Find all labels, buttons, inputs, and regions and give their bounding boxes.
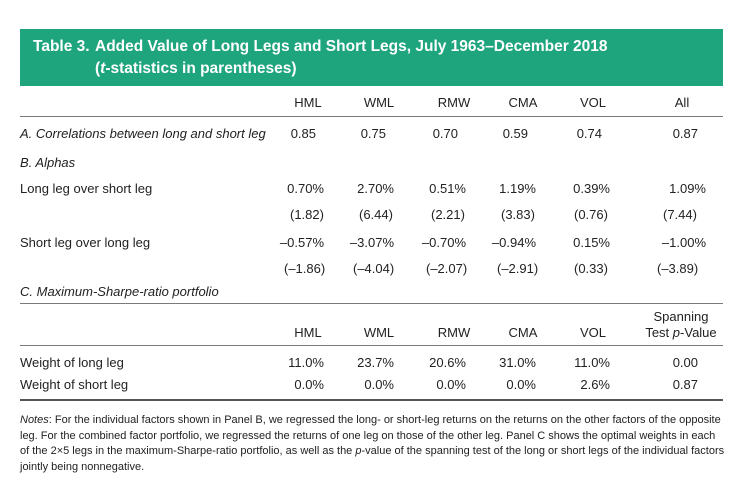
weight-long-rmw: 20.6%	[429, 355, 466, 370]
alpha-short-all: –1.00%	[661, 235, 706, 250]
t-statistic-symbol: t	[100, 60, 106, 77]
alpha-long-cma: 1.19%	[499, 181, 536, 196]
row-label-long-over-short: Long leg over short leg	[20, 181, 153, 196]
table-subtitle: (t-statistics in parentheses)	[95, 60, 297, 77]
corr-cma: 0.59	[502, 126, 528, 141]
panel-c-header-rule	[20, 345, 723, 346]
table-title-text: Added Value of Long Legs and Short Legs,…	[95, 38, 608, 55]
panel-c-header-wml: WML	[363, 325, 395, 340]
table-bottom-rule	[20, 399, 723, 401]
weight-long-cma: 31.0%	[499, 355, 536, 370]
panel-c-label: C. Maximum-Sharpe-ratio portfolio	[20, 284, 219, 299]
row-label-short-over-long: Short leg over long leg	[20, 235, 151, 250]
alpha-long-hml: 0.70%	[287, 181, 324, 196]
corr-all: 0.87	[672, 126, 698, 141]
column-header-cma: CMA	[508, 95, 538, 110]
weight-short-cma: 0.0%	[506, 377, 536, 392]
tstat-short-rmw: (–2.07)	[426, 261, 468, 276]
weight-long-wml: 23.7%	[357, 355, 394, 370]
header-rule	[20, 116, 723, 117]
tstat-short-wml: (–4.04)	[353, 261, 395, 276]
tstat-long-hml: (1.82)	[290, 207, 324, 222]
panel-c-header-rmw: RMW	[437, 325, 471, 340]
tstat-short-hml: (–1.86)	[284, 261, 326, 276]
alpha-short-hml: –0.57%	[279, 235, 324, 250]
p-symbol: p	[672, 325, 681, 340]
spanning-p-short: 0.87	[672, 377, 698, 392]
table-title-banner: Table 3. Added Value of Long Legs and Sho…	[20, 29, 723, 86]
tstat-short-vol: (0.33)	[574, 261, 608, 276]
column-header-hml: HML	[294, 95, 322, 110]
tstat-short-cma: (–2.91)	[497, 261, 539, 276]
panel-c-header-spanning-line1: Spanning	[653, 309, 709, 324]
corr-rmw: 0.70	[432, 126, 458, 141]
column-header-rmw: RMW	[437, 95, 471, 110]
row-label-weight-long: Weight of long leg	[20, 355, 124, 370]
alpha-short-cma: –0.94%	[491, 235, 536, 250]
table-number: Table 3.	[33, 38, 90, 55]
notes-label: Notes	[20, 414, 49, 426]
row-label-weight-short: Weight of short leg	[20, 377, 129, 392]
panel-b-label: B. Alphas	[20, 155, 76, 170]
corr-vol: 0.74	[576, 126, 602, 141]
spanning-p-long: 0.00	[672, 355, 698, 370]
panel-c-header-spanning-line2: Test p-Value	[645, 325, 717, 340]
weight-short-rmw: 0.0%	[436, 377, 466, 392]
panel-c-header-cma: CMA	[508, 325, 538, 340]
corr-wml: 0.75	[360, 126, 386, 141]
weight-short-hml: 0.0%	[294, 377, 324, 392]
panel-a-label: A. Correlations between long and short l…	[20, 126, 266, 141]
tstat-long-rmw: (2.21)	[431, 207, 465, 222]
alpha-short-wml: –3.07%	[349, 235, 394, 250]
tstat-long-all: (7.44)	[663, 207, 697, 222]
alpha-long-all: 1.09%	[669, 181, 706, 196]
column-header-wml: WML	[363, 95, 395, 110]
column-header-vol: VOL	[579, 95, 606, 110]
tstat-long-cma: (3.83)	[501, 207, 535, 222]
table-notes: Notes: For the individual factors shown …	[20, 414, 725, 473]
alpha-long-rmw: 0.51%	[429, 181, 466, 196]
alpha-short-rmw: –0.70%	[421, 235, 466, 250]
column-header-all: All	[674, 95, 690, 110]
alpha-long-wml: 2.70%	[357, 181, 394, 196]
tstat-short-all: (–3.89)	[657, 261, 699, 276]
weight-short-wml: 0.0%	[364, 377, 394, 392]
panel-c-top-rule	[20, 303, 723, 304]
alpha-short-vol: 0.15%	[573, 235, 610, 250]
tstat-long-vol: (0.76)	[574, 207, 608, 222]
corr-hml: 0.85	[290, 126, 316, 141]
panel-c-header-vol: VOL	[579, 325, 606, 340]
panel-c-header-hml: HML	[294, 325, 322, 340]
alpha-long-vol: 0.39%	[573, 181, 610, 196]
weight-short-vol: 2.6%	[580, 377, 610, 392]
tstat-long-wml: (6.44)	[359, 207, 393, 222]
weight-long-vol: 11.0%	[574, 355, 610, 370]
weight-long-hml: 11.0%	[288, 355, 324, 370]
table-title: Table 3. Added Value of Long Legs and Sho…	[33, 38, 608, 56]
